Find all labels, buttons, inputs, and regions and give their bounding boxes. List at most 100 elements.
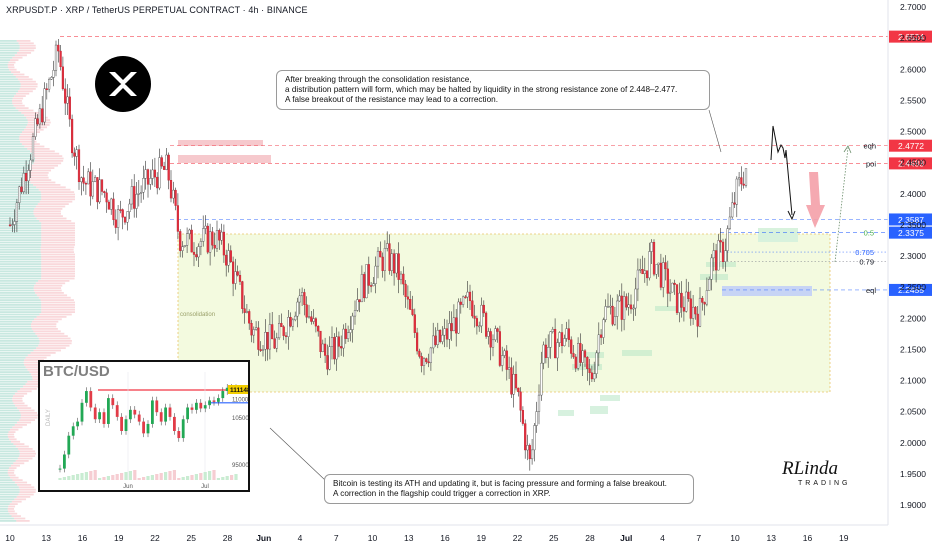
time-tick-label: Jun <box>256 533 271 543</box>
candle-body <box>459 301 462 305</box>
profile-bar-buy <box>0 236 42 239</box>
profile-bar-buy <box>0 426 13 429</box>
inset-candle <box>173 416 176 431</box>
profile-bar-buy <box>0 320 33 323</box>
candle-body <box>43 88 46 123</box>
profile-bar-sell <box>28 169 52 172</box>
profile-bar-sell <box>41 256 75 258</box>
profile-bar-sell <box>20 414 39 417</box>
candle-body <box>222 231 225 256</box>
profile-bar-buy <box>0 128 24 131</box>
candle-body <box>107 201 110 210</box>
inset-volume-bar <box>71 475 75 480</box>
profile-bar-buy <box>0 472 8 474</box>
profile-bar-buy <box>0 112 22 114</box>
candle-body <box>192 251 196 255</box>
inset-candle <box>212 400 216 402</box>
candle-body <box>652 242 656 275</box>
candle-body <box>305 304 308 318</box>
candle-body <box>724 250 727 263</box>
profile-bar-buy <box>0 512 10 515</box>
candle-body <box>531 449 534 460</box>
level-label: eql <box>866 286 876 295</box>
inset-candle <box>133 409 137 415</box>
candle-body <box>57 44 60 52</box>
level-price-tag-text: 2.3375 <box>898 228 924 238</box>
candle-body <box>386 243 389 249</box>
level-price-tag <box>889 139 932 152</box>
candle-body <box>482 304 485 314</box>
profile-bar-sell <box>41 193 75 196</box>
consolidation-zone <box>177 233 831 393</box>
candle-body <box>535 411 538 426</box>
profile-bar-sell <box>23 385 43 388</box>
level-price-tag-text: 2.4772 <box>898 141 924 151</box>
inset-volume-bar <box>203 472 207 480</box>
candle-body <box>726 228 729 251</box>
profile-bar-buy <box>0 376 33 378</box>
candle-body <box>579 343 582 363</box>
profile-bar-buy <box>0 503 10 505</box>
profile-bar-buy <box>0 275 42 277</box>
candle-body <box>121 209 124 218</box>
profile-bar-buy <box>0 474 9 477</box>
candle-body <box>365 264 368 299</box>
profile-bar-buy <box>0 107 16 109</box>
inset-candle <box>111 398 115 406</box>
candle-body <box>59 50 62 68</box>
profile-bar-buy <box>0 284 35 287</box>
candle-body <box>80 177 83 183</box>
profile-bar-buy <box>0 359 25 361</box>
candle-body <box>296 301 299 317</box>
profile-bar-buy <box>0 349 34 352</box>
candle-body <box>664 262 667 270</box>
candle-body <box>301 292 304 297</box>
inset-volume-bar <box>150 475 154 480</box>
profile-bar-buy <box>0 416 21 419</box>
price-tick-label: 2.2000 <box>900 313 926 323</box>
candle-body <box>519 391 522 411</box>
inset-volume-bar <box>115 474 119 480</box>
inset-y-tick: 110000 <box>232 397 248 403</box>
candle-body <box>416 332 419 352</box>
inset-y-tick: 95000 <box>232 463 248 469</box>
profile-bar-sell <box>10 464 20 467</box>
profile-bar-sell <box>41 229 75 232</box>
candle-body <box>687 291 690 299</box>
time-axis[interactable]: 10 13 16 19 22 25 28 Jun 4 7 10 13 16 19 22 25 28 Jul 4 7 10… <box>0 524 888 543</box>
candle-body <box>682 307 685 312</box>
candle-body <box>310 316 313 322</box>
candle-body <box>554 329 557 359</box>
price-tick-label: 2.6000 <box>900 64 926 74</box>
profile-bar-buy <box>0 229 42 232</box>
profile-bar-sell <box>14 424 27 426</box>
profile-bar-buy <box>0 92 17 95</box>
price-tick-label: 2.6500 <box>900 33 926 43</box>
candle-body <box>648 251 651 279</box>
profile-bar-buy <box>0 260 42 263</box>
profile-bar-buy <box>0 431 9 433</box>
candle-body <box>485 312 488 337</box>
profile-bar-buy <box>0 457 18 460</box>
profile-bar-buy <box>0 498 15 501</box>
candle-body <box>703 302 706 305</box>
profile-bar-buy <box>0 59 11 61</box>
profile-bar-sell <box>26 172 49 174</box>
candle-body <box>678 292 681 313</box>
profile-bar-buy <box>0 172 27 174</box>
candle-body <box>388 243 391 271</box>
candle-body <box>671 282 674 293</box>
candle-body <box>227 250 230 266</box>
candle-body <box>126 211 129 223</box>
profile-bar-sell <box>18 90 33 93</box>
price-tick-label: 2.0000 <box>900 438 926 448</box>
candle-body <box>119 209 122 211</box>
candle-body <box>404 283 407 297</box>
inset-volume-bar <box>89 471 93 480</box>
price-axis[interactable]: 2.7000 2.6500 2.6000 2.5500 2.5000 2.4500 2.40… <box>887 0 926 525</box>
inset-candle <box>190 407 194 410</box>
profile-bar-buy <box>0 152 33 155</box>
candle-body <box>489 331 492 348</box>
candle-body <box>705 290 708 305</box>
profile-bar-buy <box>0 299 41 301</box>
